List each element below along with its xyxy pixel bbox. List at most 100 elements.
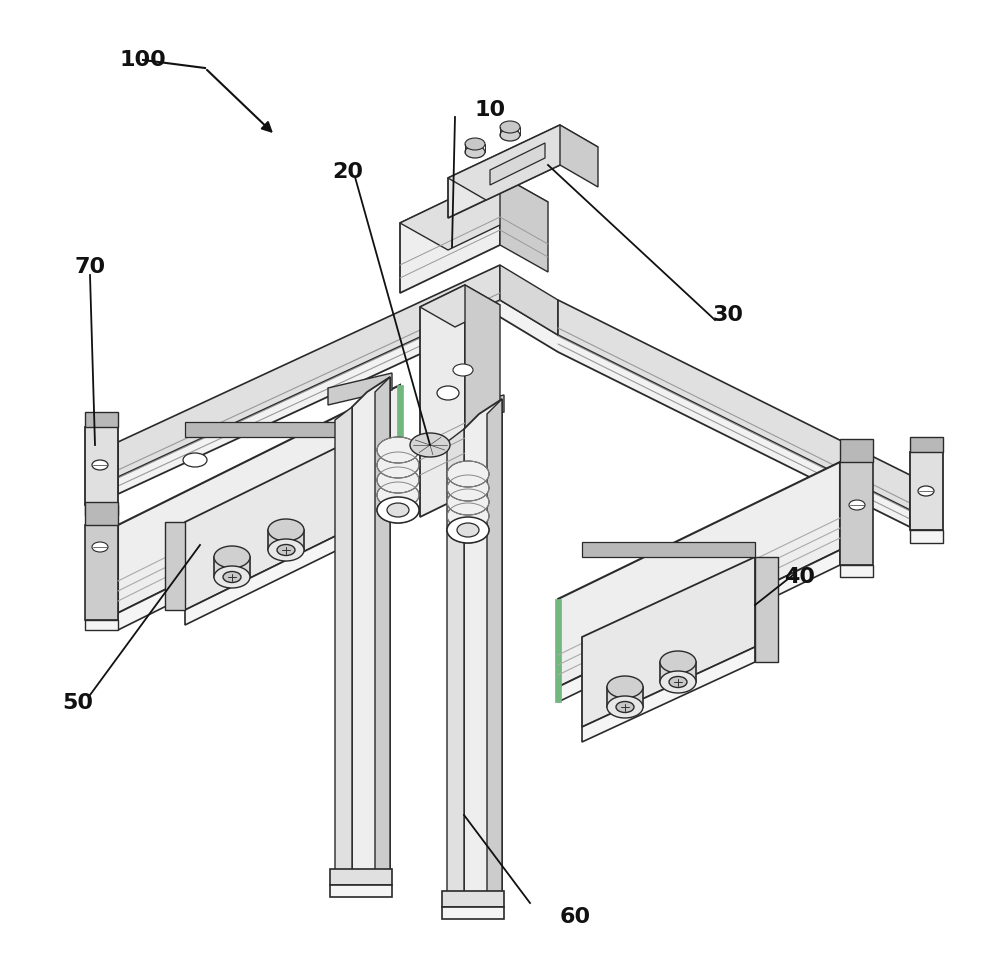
Ellipse shape	[447, 475, 489, 501]
Ellipse shape	[669, 676, 687, 687]
Polygon shape	[85, 412, 118, 427]
Polygon shape	[118, 300, 910, 527]
Polygon shape	[465, 285, 500, 515]
Polygon shape	[375, 377, 390, 885]
Ellipse shape	[465, 138, 485, 150]
Polygon shape	[500, 175, 548, 272]
Polygon shape	[330, 869, 392, 885]
Ellipse shape	[377, 482, 419, 508]
Text: 30: 30	[712, 305, 744, 325]
Ellipse shape	[500, 129, 520, 141]
Ellipse shape	[447, 489, 489, 515]
Polygon shape	[660, 662, 696, 682]
Polygon shape	[487, 399, 502, 907]
Polygon shape	[420, 285, 500, 327]
Polygon shape	[558, 462, 840, 687]
Polygon shape	[118, 385, 400, 613]
Ellipse shape	[377, 497, 419, 523]
Polygon shape	[440, 395, 504, 427]
Polygon shape	[582, 647, 755, 742]
Ellipse shape	[268, 519, 304, 541]
Polygon shape	[85, 620, 118, 630]
Polygon shape	[165, 522, 185, 610]
Ellipse shape	[410, 433, 450, 457]
Polygon shape	[185, 437, 358, 610]
Polygon shape	[352, 377, 390, 885]
Polygon shape	[85, 427, 118, 505]
Ellipse shape	[607, 696, 643, 718]
Polygon shape	[910, 452, 943, 530]
Ellipse shape	[183, 453, 207, 467]
Polygon shape	[755, 557, 778, 662]
Polygon shape	[500, 265, 558, 335]
Polygon shape	[910, 530, 943, 543]
Polygon shape	[400, 175, 500, 293]
Polygon shape	[85, 502, 118, 525]
Polygon shape	[118, 265, 500, 477]
Polygon shape	[607, 687, 643, 707]
Polygon shape	[490, 143, 545, 185]
Polygon shape	[558, 300, 910, 510]
Ellipse shape	[849, 500, 865, 510]
Polygon shape	[328, 373, 392, 405]
Polygon shape	[335, 407, 352, 885]
Polygon shape	[840, 565, 873, 577]
Polygon shape	[840, 439, 873, 462]
Polygon shape	[447, 429, 464, 907]
Polygon shape	[560, 125, 598, 187]
Polygon shape	[448, 125, 560, 218]
Polygon shape	[400, 175, 548, 250]
Ellipse shape	[377, 452, 419, 478]
Polygon shape	[118, 473, 400, 630]
Text: 50: 50	[62, 693, 94, 713]
Ellipse shape	[377, 497, 419, 523]
Text: 60: 60	[559, 907, 591, 927]
Polygon shape	[558, 550, 840, 702]
Polygon shape	[442, 891, 504, 907]
Ellipse shape	[437, 386, 459, 400]
Ellipse shape	[447, 517, 489, 543]
Ellipse shape	[447, 461, 489, 487]
Ellipse shape	[447, 517, 489, 543]
Ellipse shape	[465, 146, 485, 158]
Polygon shape	[268, 530, 304, 550]
Polygon shape	[330, 885, 392, 897]
Polygon shape	[840, 462, 873, 565]
Polygon shape	[85, 505, 118, 515]
Ellipse shape	[92, 542, 108, 552]
Text: 20: 20	[332, 162, 364, 182]
Ellipse shape	[500, 121, 520, 133]
Text: 100: 100	[120, 50, 166, 70]
Ellipse shape	[214, 546, 250, 568]
Ellipse shape	[223, 571, 241, 583]
Ellipse shape	[268, 539, 304, 561]
Ellipse shape	[457, 523, 479, 537]
Ellipse shape	[660, 671, 696, 693]
Polygon shape	[448, 125, 598, 200]
Ellipse shape	[277, 544, 295, 556]
Ellipse shape	[92, 460, 108, 470]
Polygon shape	[442, 907, 504, 919]
Ellipse shape	[447, 503, 489, 529]
Polygon shape	[214, 557, 250, 577]
Text: 70: 70	[74, 257, 106, 277]
Polygon shape	[464, 399, 502, 907]
Polygon shape	[185, 422, 358, 437]
Text: 10: 10	[474, 100, 506, 120]
Ellipse shape	[214, 566, 250, 588]
Ellipse shape	[660, 651, 696, 673]
Ellipse shape	[607, 676, 643, 698]
Ellipse shape	[616, 702, 634, 712]
Ellipse shape	[377, 437, 419, 463]
Polygon shape	[910, 437, 943, 452]
Ellipse shape	[453, 364, 473, 376]
Ellipse shape	[387, 503, 409, 517]
Ellipse shape	[918, 486, 934, 496]
Polygon shape	[420, 285, 465, 517]
Ellipse shape	[377, 467, 419, 493]
Polygon shape	[582, 557, 755, 727]
Polygon shape	[555, 599, 561, 702]
Text: 40: 40	[784, 567, 816, 587]
Polygon shape	[582, 542, 755, 557]
Polygon shape	[85, 525, 118, 620]
